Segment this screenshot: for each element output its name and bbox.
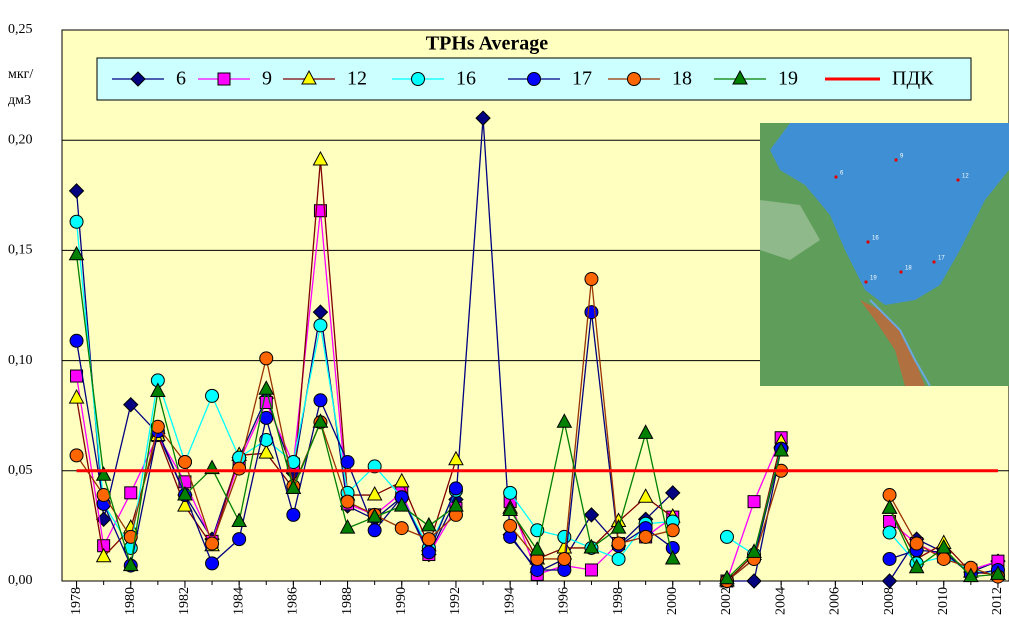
- marker: [314, 319, 327, 332]
- marker: [125, 487, 137, 499]
- marker: [71, 370, 83, 382]
- x-tick-label: 1998: [611, 587, 626, 615]
- chart: мкг/ дм3 0,00 0,05 0,10 0,15 0,20 0,25 1978 198…: [0, 0, 1009, 639]
- legend-label: 16: [456, 68, 476, 90]
- marker: [395, 522, 408, 535]
- marker: [206, 537, 219, 550]
- x-tick-label: 2012: [990, 587, 1005, 615]
- marker: [206, 557, 219, 570]
- y-tick-label: 0,05: [8, 463, 33, 478]
- x-tick-label: 2008: [882, 587, 897, 615]
- legend-label: 12: [347, 68, 367, 90]
- map-point: [956, 178, 959, 181]
- legend-label: 6: [176, 68, 186, 90]
- marker: [558, 552, 571, 565]
- y-tick-label: 0,20: [8, 132, 33, 147]
- x-tick-label: 1978: [69, 587, 84, 615]
- marker: [178, 455, 191, 468]
- legend-marker: [218, 73, 230, 85]
- marker: [341, 455, 354, 468]
- marker: [937, 552, 950, 565]
- marker: [883, 552, 896, 565]
- y-axis-label: мкг/: [8, 67, 33, 82]
- marker: [287, 508, 300, 521]
- map-label: 17: [938, 256, 945, 262]
- map-point: [894, 158, 897, 161]
- y-tick-label: 0,25: [8, 22, 33, 37]
- x-tick-label: 1986: [286, 587, 301, 615]
- map-point: [864, 280, 867, 283]
- marker: [585, 306, 598, 319]
- x-tick-label: 2002: [719, 587, 734, 615]
- legend-label: 17: [572, 68, 592, 90]
- marker: [206, 389, 219, 402]
- marker: [504, 486, 517, 499]
- x-tick-label: 2010: [936, 587, 951, 615]
- chart-title: TPHs Average: [426, 33, 549, 55]
- marker: [449, 482, 462, 495]
- marker: [585, 564, 597, 576]
- legend-label: 9: [262, 68, 272, 90]
- marker: [314, 394, 327, 407]
- map-point: [834, 175, 837, 178]
- legend-marker: [528, 73, 541, 86]
- y-tick-label: 0,15: [8, 243, 33, 258]
- map-label: 12: [962, 174, 969, 180]
- marker: [341, 495, 354, 508]
- marker: [883, 526, 896, 539]
- map-label: 19: [870, 276, 877, 282]
- marker: [422, 533, 435, 546]
- marker: [910, 537, 923, 550]
- x-tick-label: 1996: [557, 587, 572, 615]
- y-tick-label: 0,00: [8, 573, 33, 588]
- marker: [748, 496, 760, 508]
- marker: [233, 462, 246, 475]
- legend-label: 19: [778, 68, 798, 90]
- legend-marker: [628, 73, 641, 86]
- x-tick-label: 2004: [773, 587, 788, 615]
- x-tick-label: 2000: [665, 587, 680, 615]
- map-label: 18: [905, 266, 912, 272]
- legend-label: ПДК: [892, 68, 934, 90]
- legend-marker: [412, 73, 425, 86]
- x-tick-label: 1982: [177, 587, 192, 615]
- marker: [720, 530, 733, 543]
- legend-label: 18: [672, 68, 692, 90]
- x-tick-label: 1994: [502, 587, 517, 615]
- marker: [260, 352, 273, 365]
- marker: [504, 519, 517, 532]
- x-tick-label: 1990: [394, 587, 409, 615]
- x-tick-label: 1984: [231, 587, 246, 615]
- y-tick-label: 0,10: [8, 353, 33, 368]
- x-tick-label: 1988: [340, 587, 355, 615]
- map-label: 16: [872, 236, 879, 242]
- marker: [612, 537, 625, 550]
- map-point: [932, 260, 935, 263]
- marker: [422, 546, 435, 559]
- marker: [70, 449, 83, 462]
- marker: [368, 524, 381, 537]
- marker: [70, 334, 83, 347]
- map-point: [866, 240, 869, 243]
- x-tick-label: 2006: [828, 587, 843, 615]
- marker: [233, 533, 246, 546]
- marker: [612, 552, 625, 565]
- map-point: [899, 270, 902, 273]
- x-tick-label: 1980: [123, 587, 138, 615]
- marker: [639, 530, 652, 543]
- marker: [70, 215, 83, 228]
- marker: [585, 273, 598, 286]
- y-axis-label: дм3: [8, 93, 31, 108]
- x-tick-label: 1992: [448, 587, 463, 615]
